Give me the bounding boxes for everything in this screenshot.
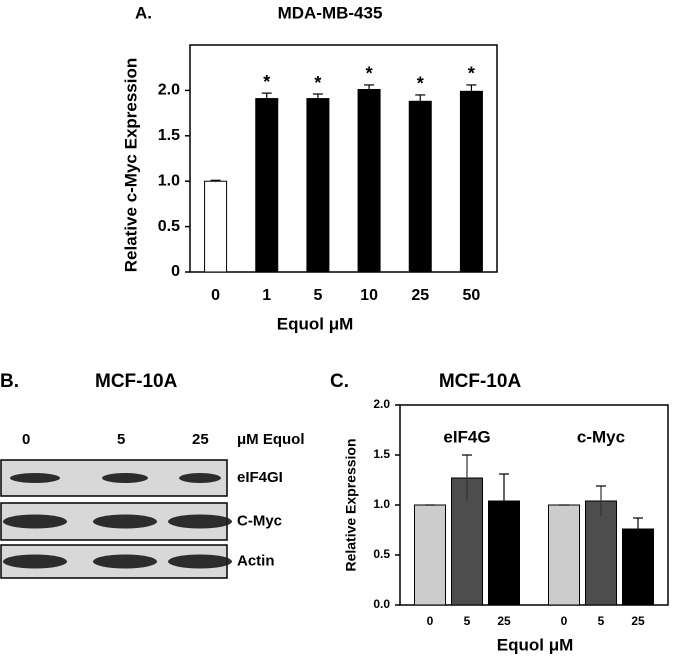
bar: [414, 504, 446, 606]
lane-label: 5: [117, 431, 125, 448]
chart-title: MCF-10A: [439, 371, 522, 392]
blot-row-label: C-Myc: [237, 512, 282, 529]
y-tick-label: 0.5: [373, 547, 390, 561]
bar: [451, 477, 483, 606]
y-tick-label: 2.0: [373, 397, 390, 411]
x-tick-label: 0: [561, 614, 568, 628]
panel-label: A.: [135, 3, 152, 22]
x-axis-label: Equol μM: [497, 635, 574, 654]
y-tick-label: 2.0: [158, 82, 180, 99]
x-tick-label: 10: [360, 287, 378, 304]
plot-frame: [189, 44, 498, 273]
bar: [255, 98, 279, 273]
significance-mark: *: [468, 64, 475, 84]
x-tick-label: 0: [211, 287, 220, 304]
significance-mark: *: [263, 72, 270, 92]
bar: [306, 98, 330, 273]
blot-row-label: Actin: [237, 552, 275, 569]
x-tick-label: 25: [411, 287, 429, 304]
bar: [622, 528, 654, 606]
blot-band: [93, 514, 157, 529]
significance-mark: *: [366, 64, 373, 84]
x-tick-label: 5: [598, 614, 605, 628]
blot-band: [102, 473, 148, 483]
lane-unit: μM Equol: [237, 431, 305, 448]
western-blot: 0 5 25 eIF4GI C-Myc Actin: [0, 431, 283, 579]
y-tick-label: 1.0: [373, 497, 390, 511]
x-tick-label: 5: [313, 287, 322, 304]
blot-band: [93, 554, 157, 569]
panel-label: C.: [330, 371, 349, 392]
blot-band: [3, 514, 67, 529]
bar: [357, 88, 381, 273]
blot-band: [10, 473, 60, 483]
panel-label: B.: [0, 371, 19, 392]
y-tick-label: 1.0: [158, 172, 180, 189]
significance-mark: *: [314, 73, 321, 93]
blot-row-label: eIF4GI: [237, 469, 283, 486]
x-tick-label: 25: [631, 614, 645, 628]
lane-label: 0: [22, 431, 30, 448]
y-tick-label: 0: [171, 263, 180, 280]
blot-band: [3, 554, 67, 569]
bar: [585, 500, 617, 606]
y-tick-label: 0.0: [373, 597, 390, 611]
blot-title: MCF-10A: [95, 371, 178, 392]
y-tick-label: 1.5: [373, 447, 390, 461]
bar: [408, 100, 432, 273]
x-tick-label: 25: [497, 614, 511, 628]
blot-band: [168, 514, 232, 529]
blot-band: [168, 554, 232, 569]
y-tick-label: 0.5: [158, 218, 180, 235]
bar: [204, 180, 228, 273]
x-tick-label: 1: [262, 287, 271, 304]
group-label: c-Myc: [577, 427, 625, 446]
group-label: eIF4G: [443, 427, 490, 446]
bar: [459, 90, 483, 273]
bar: [548, 504, 580, 606]
significance-mark: *: [417, 74, 424, 94]
x-tick-label: 5: [464, 614, 471, 628]
x-tick-label: 50: [463, 287, 481, 304]
y-axis-label: Relative Expression: [343, 438, 359, 571]
lane-label: 25: [192, 431, 209, 448]
x-axis-label: Equol μM: [277, 314, 354, 333]
blot-band: [179, 473, 221, 483]
y-axis-label: Relative c-Myc Expression: [121, 58, 140, 272]
y-tick-label: 1.5: [158, 127, 180, 144]
chart-title: MDA-MB-435: [278, 3, 383, 22]
x-tick-label: 0: [427, 614, 434, 628]
